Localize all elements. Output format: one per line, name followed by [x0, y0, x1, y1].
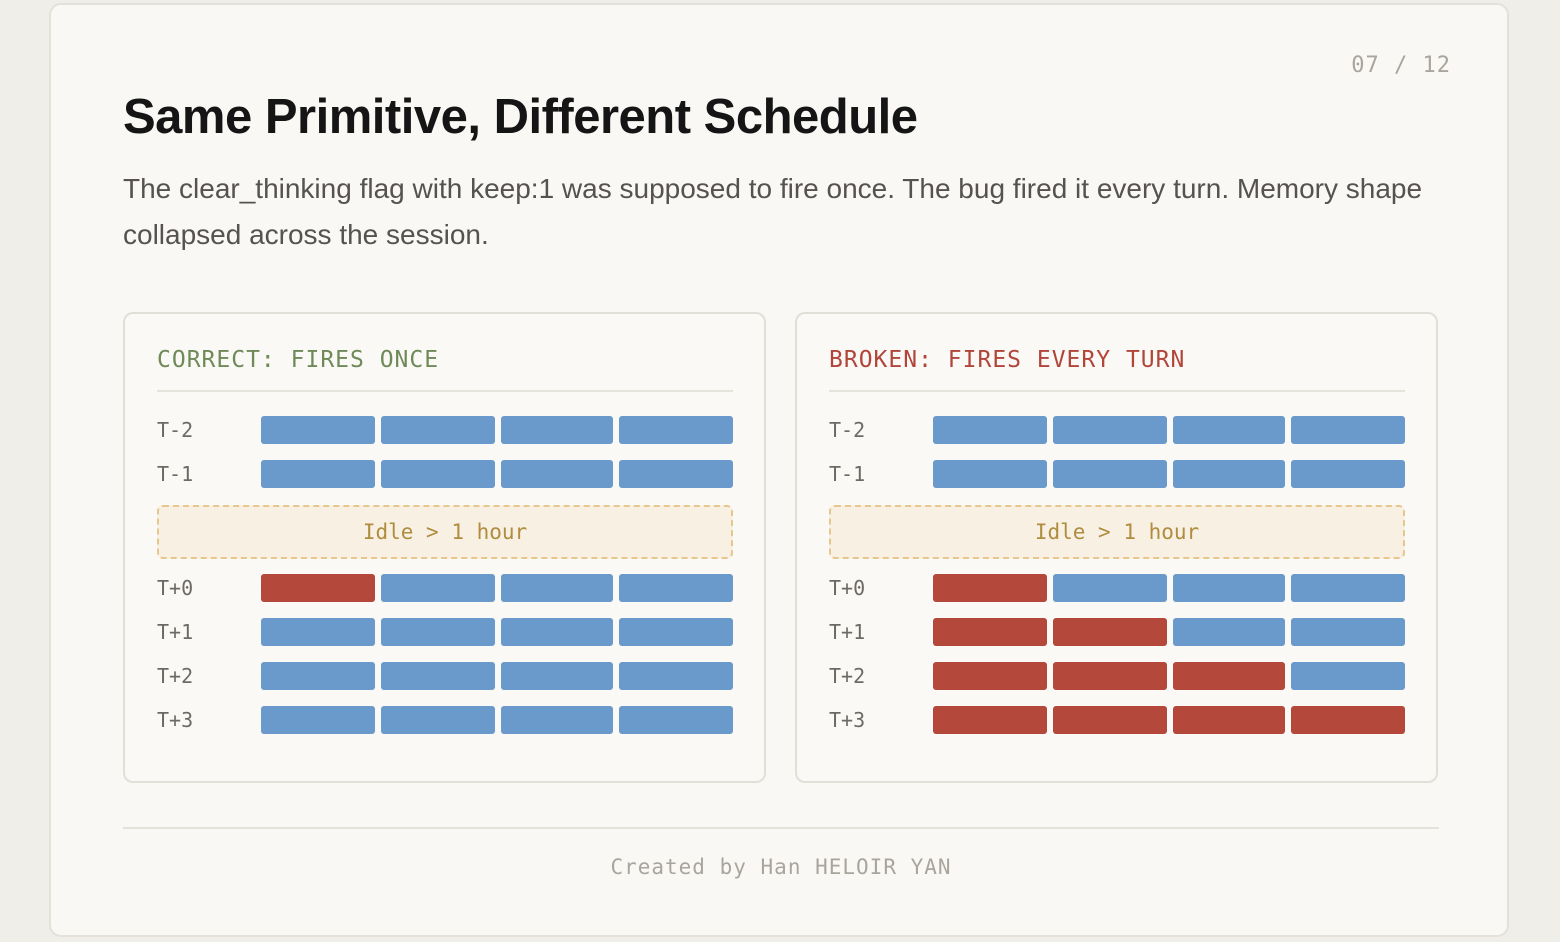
kept-block	[619, 574, 733, 602]
footer-divider	[123, 827, 1439, 829]
kept-block	[933, 460, 1047, 488]
memory-blocks	[933, 618, 1405, 646]
cleared-block	[933, 662, 1047, 690]
turn-label: T-1	[829, 462, 866, 486]
kept-block	[381, 618, 495, 646]
panel-broken: BROKEN: FIRES EVERY TURN T-2 T-1 T+0 T+1 T+2…	[795, 312, 1438, 783]
kept-block	[261, 706, 375, 734]
turn-row: T+0	[157, 574, 733, 602]
cleared-block	[933, 574, 1047, 602]
memory-blocks	[261, 662, 733, 690]
memory-blocks	[933, 574, 1405, 602]
kept-block	[501, 618, 613, 646]
kept-block	[1173, 574, 1285, 602]
kept-block	[619, 706, 733, 734]
turn-row: T+2	[829, 662, 1405, 690]
page-number: 07 / 12	[1351, 53, 1451, 78]
kept-block	[501, 706, 613, 734]
turn-row: T-1	[829, 460, 1405, 488]
turn-row: T+1	[829, 618, 1405, 646]
kept-block	[501, 662, 613, 690]
kept-block	[619, 460, 733, 488]
kept-block	[933, 416, 1047, 444]
turn-label: T+2	[157, 664, 194, 688]
kept-block	[501, 574, 613, 602]
kept-block	[381, 460, 495, 488]
memory-blocks	[933, 460, 1405, 488]
turn-row: T+0	[829, 574, 1405, 602]
cleared-block	[261, 574, 375, 602]
cleared-block	[1291, 706, 1405, 734]
memory-blocks	[933, 662, 1405, 690]
kept-block	[381, 416, 495, 444]
kept-block	[619, 662, 733, 690]
kept-block	[1173, 460, 1285, 488]
kept-block	[501, 460, 613, 488]
turn-label: T+3	[157, 708, 194, 732]
memory-blocks	[933, 416, 1405, 444]
kept-block	[1291, 618, 1405, 646]
turn-row: T+1	[157, 618, 733, 646]
footer-credit: Created by Han HELOIR YAN	[610, 855, 952, 879]
cleared-block	[933, 618, 1047, 646]
turn-row: T-1	[157, 460, 733, 488]
kept-block	[501, 416, 613, 444]
slide-subtitle: The clear_thinking flag with keep:1 was …	[123, 173, 1423, 250]
kept-block	[381, 574, 495, 602]
slide-title: Same Primitive, Different Schedule	[123, 90, 918, 144]
kept-block	[1291, 460, 1405, 488]
cleared-block	[1173, 662, 1285, 690]
turn-label: T+3	[829, 708, 866, 732]
kept-block	[1173, 416, 1285, 444]
cleared-block	[1173, 706, 1285, 734]
cleared-block	[1053, 618, 1167, 646]
turn-label: T+0	[157, 576, 194, 600]
kept-block	[1053, 460, 1167, 488]
panel-divider	[829, 390, 1405, 392]
panel-correct: CORRECT: FIRES ONCE T-2 T-1 T+0 T+1 T+2 T+3 I…	[123, 312, 766, 783]
kept-block	[261, 618, 375, 646]
kept-block	[381, 662, 495, 690]
idle-marker: Idle > 1 hour	[829, 505, 1405, 559]
turn-label: T-1	[157, 462, 194, 486]
cleared-block	[1053, 662, 1167, 690]
kept-block	[1053, 574, 1167, 602]
kept-block	[261, 416, 375, 444]
cleared-block	[1053, 706, 1167, 734]
panel-title: CORRECT: FIRES ONCE	[157, 347, 440, 373]
kept-block	[1291, 574, 1405, 602]
turn-row: T-2	[157, 416, 733, 444]
kept-block	[381, 706, 495, 734]
turn-label: T-2	[157, 418, 194, 442]
turn-row: T+3	[157, 706, 733, 734]
idle-marker: Idle > 1 hour	[157, 505, 733, 559]
turn-label: T+1	[829, 620, 866, 644]
slide: 07 / 12 Same Primitive, Different Schedu…	[49, 3, 1509, 937]
kept-block	[1173, 618, 1285, 646]
memory-blocks	[261, 460, 733, 488]
memory-blocks	[933, 706, 1405, 734]
turn-row: T+2	[157, 662, 733, 690]
kept-block	[261, 460, 375, 488]
turn-row: T+3	[829, 706, 1405, 734]
kept-block	[1291, 662, 1405, 690]
kept-block	[1053, 416, 1167, 444]
kept-block	[619, 618, 733, 646]
turn-row: T-2	[829, 416, 1405, 444]
panel-title: BROKEN: FIRES EVERY TURN	[829, 347, 1186, 373]
memory-blocks	[261, 618, 733, 646]
turn-label: T+1	[157, 620, 194, 644]
turn-label: T-2	[829, 418, 866, 442]
kept-block	[261, 662, 375, 690]
memory-blocks	[261, 706, 733, 734]
cleared-block	[933, 706, 1047, 734]
turn-label: T+2	[829, 664, 866, 688]
panel-divider	[157, 390, 733, 392]
memory-blocks	[261, 416, 733, 444]
kept-block	[1291, 416, 1405, 444]
kept-block	[619, 416, 733, 444]
memory-blocks	[261, 574, 733, 602]
turn-label: T+0	[829, 576, 866, 600]
